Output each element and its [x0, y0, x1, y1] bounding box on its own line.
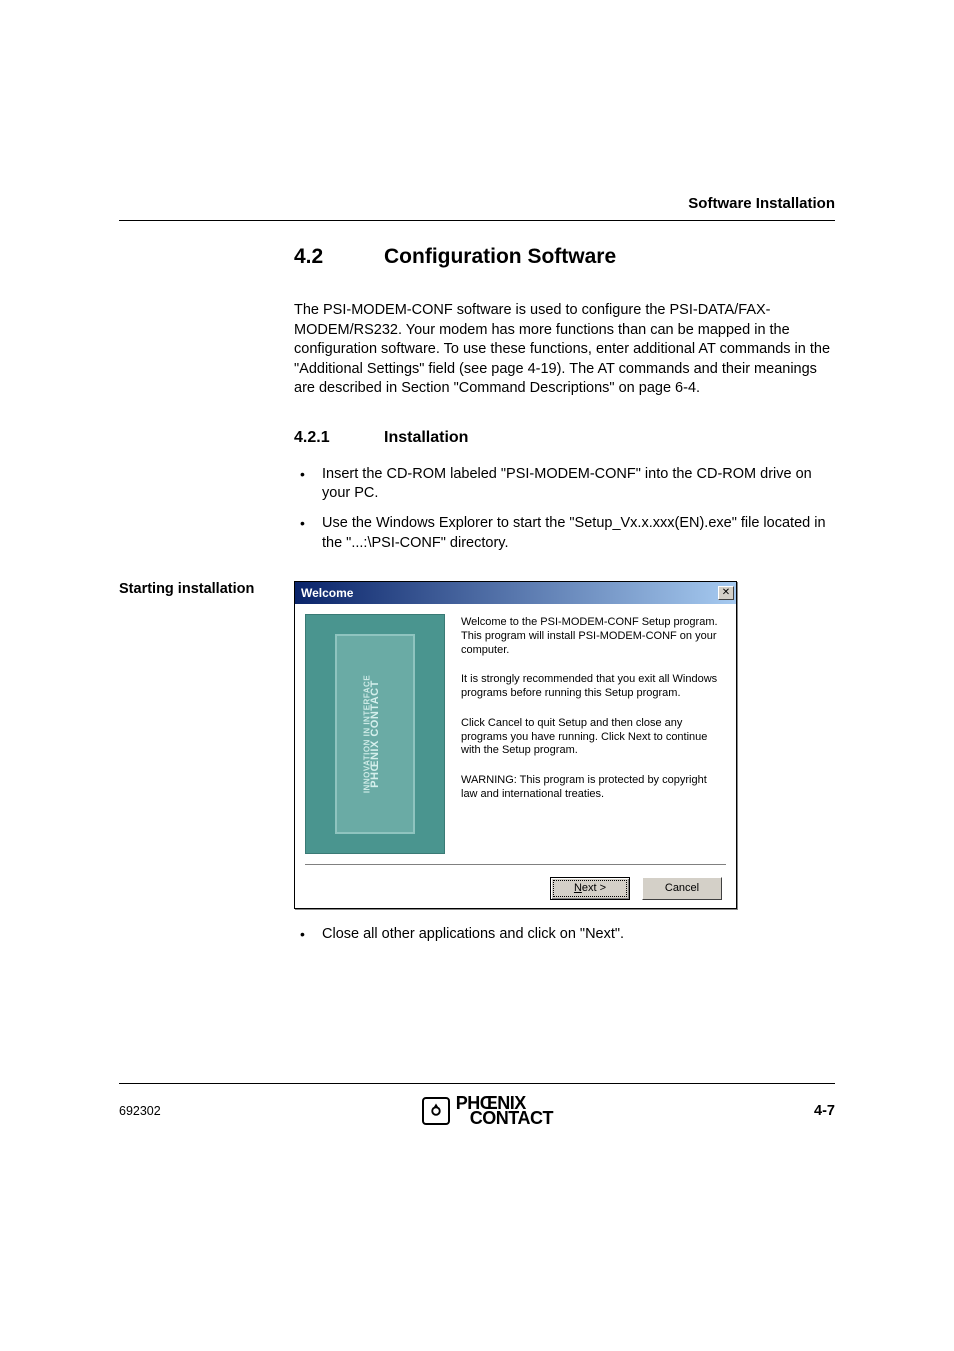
section-intro: The PSI-MODEM-CONF software is used to c… — [294, 301, 835, 399]
dialog-titlebar: Welcome ✕ — [295, 582, 736, 604]
dialog-body-text: Welcome to the PSI-MODEM-CONF Setup prog… — [455, 604, 736, 864]
next-button[interactable]: Next > — [550, 877, 630, 900]
cancel-button[interactable]: Cancel — [642, 877, 722, 900]
subsection-number: 4.2.1 — [294, 429, 384, 447]
sidebar-tagline: INNOVATION IN INTERFACE — [362, 675, 371, 793]
footer-rule — [119, 1083, 835, 1084]
footer-page-number: 4-7 — [814, 1103, 835, 1119]
dialog-button-row: Next > Cancel — [295, 866, 736, 910]
dialog-title: Welcome — [301, 586, 353, 600]
dialog-para: It is strongly recommended that you exit… — [461, 673, 722, 701]
header-rule — [119, 220, 835, 221]
close-button[interactable]: ✕ — [718, 586, 734, 600]
footer-doc-number: 692302 — [119, 1104, 161, 1118]
subsection-title: Installation — [384, 429, 468, 446]
dialog-para: Welcome to the PSI-MODEM-CONF Setup prog… — [461, 616, 722, 657]
subsection-heading: 4.2.1Installation — [294, 429, 835, 447]
dialog-para: Click Cancel to quit Setup and then clos… — [461, 717, 722, 758]
section-title: Configuration Software — [384, 245, 616, 268]
running-header: Software Installation — [119, 195, 835, 212]
footer-logo: PHŒNIX CONTACT — [422, 1096, 553, 1127]
close-icon: ✕ — [722, 588, 730, 598]
next-button-rest: ext > — [582, 882, 606, 894]
phoenix-logo-text: PHŒNIX CONTACT — [456, 1096, 553, 1127]
instruction-list: Insert the CD-ROM labeled "PSI-MODEM-CON… — [294, 465, 835, 553]
list-item: Use the Windows Explorer to start the "S… — [294, 514, 835, 553]
section-number: 4.2 — [294, 245, 384, 269]
phoenix-logo-icon — [422, 1097, 450, 1125]
post-dialog-list: Close all other applications and click o… — [294, 925, 835, 945]
next-button-accel: N — [574, 882, 582, 894]
dialog-para: WARNING: This program is protected by co… — [461, 774, 722, 802]
section-heading: 4.2Configuration Software — [294, 245, 835, 269]
logo-line2: CONTACT — [470, 1111, 553, 1126]
list-item: Close all other applications and click o… — [294, 925, 835, 945]
dialog-sidebar-graphic: PHŒNIX CONTACT INNOVATION IN INTERFACE — [305, 614, 445, 854]
margin-note: Starting installation — [119, 581, 254, 597]
welcome-dialog: Welcome ✕ PHŒNIX CONTACT INNOVATION IN I… — [294, 581, 737, 909]
list-item: Insert the CD-ROM labeled "PSI-MODEM-CON… — [294, 465, 835, 504]
